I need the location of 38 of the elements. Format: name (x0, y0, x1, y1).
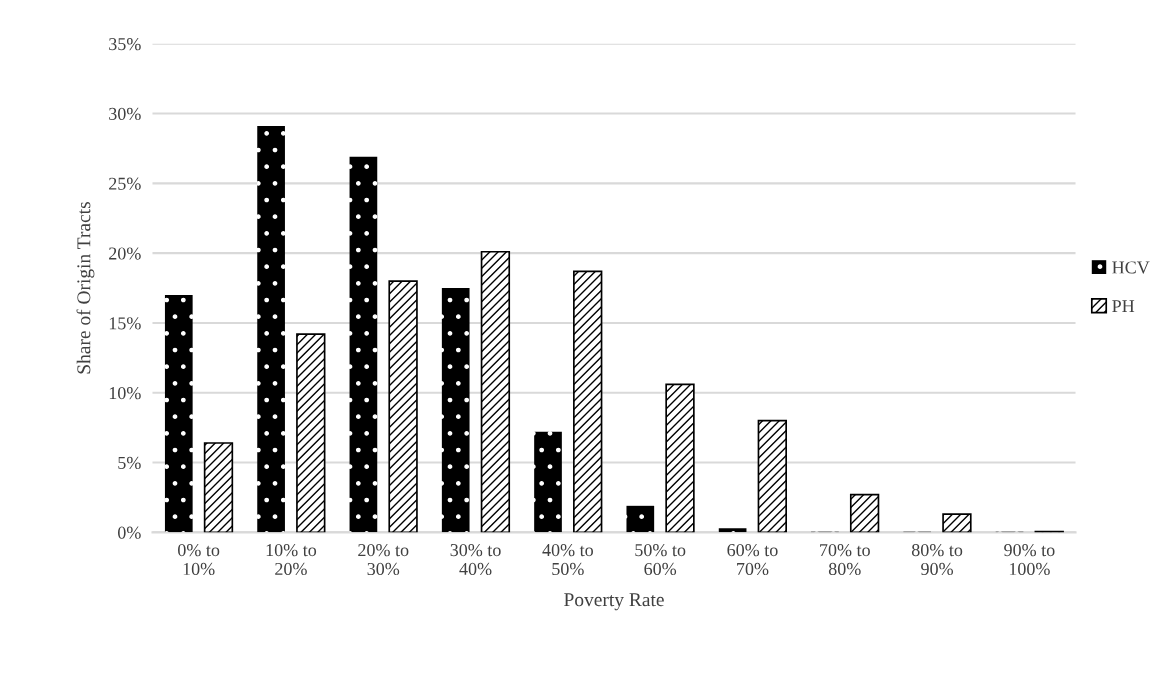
y-tick-label: 30% (109, 107, 141, 121)
x-axis-title: Poverty Rate (564, 593, 664, 611)
bar (388, 280, 418, 533)
bar (757, 419, 787, 533)
x-tick-label: 40% to 50% (542, 543, 593, 576)
bar (203, 442, 234, 533)
x-tick-label: 10% to 20% (266, 543, 317, 576)
y-tick-label: 10% (109, 387, 141, 400)
legend-label: HCV (1112, 261, 1150, 274)
y-tick-label: 5% (118, 456, 141, 470)
bar (534, 431, 562, 533)
x-tick-label: 50% to 60% (635, 543, 686, 576)
y-tick-label: 0% (117, 526, 141, 539)
x-tick-label: 80% to 90% (911, 543, 963, 576)
bar (257, 126, 285, 533)
y-tick-label: 15% (109, 317, 141, 330)
x-tick-label: 0% to 10% (178, 543, 220, 576)
x-tick-label: 70% to 80% (820, 543, 870, 576)
x-tick-label: 60% to 70% (727, 543, 778, 576)
x-tick-label: 90% to 100% (1004, 543, 1055, 576)
bar (349, 156, 378, 533)
bar (849, 493, 880, 533)
bar (480, 250, 511, 533)
bar (626, 505, 655, 533)
bar (441, 288, 470, 533)
bar (164, 295, 193, 533)
y-tick-label: 25% (109, 177, 141, 190)
legend-label: PH (1112, 300, 1135, 313)
y-axis-title: Share of Origin Tracts (76, 202, 95, 374)
bar (296, 333, 326, 533)
x-tick-label: 20% to 30% (358, 543, 409, 576)
bar (573, 270, 603, 533)
bar (718, 528, 747, 533)
y-tick-label: 35% (109, 38, 141, 51)
bar (665, 383, 695, 533)
x-tick-label: 30% to 40% (450, 543, 501, 576)
bar (942, 513, 972, 533)
y-tick-label: 20% (109, 247, 141, 260)
